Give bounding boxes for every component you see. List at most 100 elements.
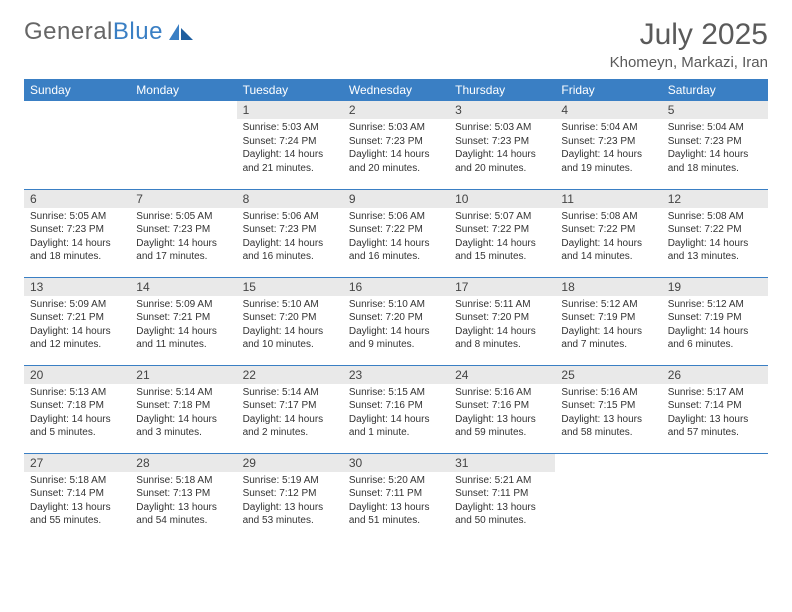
sunset-text: Sunset: 7:23 PM: [561, 135, 655, 149]
calendar-cell: 26Sunrise: 5:17 AMSunset: 7:14 PMDayligh…: [662, 365, 768, 453]
day-number: 16: [343, 278, 449, 296]
cell-body: Sunrise: 5:08 AMSunset: 7:22 PMDaylight:…: [662, 208, 768, 268]
day-header: Sunday: [24, 79, 130, 101]
calendar-cell: 27Sunrise: 5:18 AMSunset: 7:14 PMDayligh…: [24, 453, 130, 541]
title-block: July 2025 Khomeyn, Markazi, Iran: [610, 18, 768, 71]
calendar-cell: 19Sunrise: 5:12 AMSunset: 7:19 PMDayligh…: [662, 277, 768, 365]
day-number: 17: [449, 278, 555, 296]
page: GeneralBlue July 2025 Khomeyn, Markazi, …: [0, 0, 792, 541]
cell-body: Sunrise: 5:06 AMSunset: 7:22 PMDaylight:…: [343, 208, 449, 268]
sunset-text: Sunset: 7:18 PM: [136, 399, 230, 413]
sunrise-text: Sunrise: 5:18 AM: [136, 474, 230, 488]
sunset-text: Sunset: 7:23 PM: [455, 135, 549, 149]
cell-body: Sunrise: 5:05 AMSunset: 7:23 PMDaylight:…: [130, 208, 236, 268]
day-number: 18: [555, 278, 661, 296]
cell-body: Sunrise: 5:12 AMSunset: 7:19 PMDaylight:…: [555, 296, 661, 356]
calendar-cell: 7Sunrise: 5:05 AMSunset: 7:23 PMDaylight…: [130, 189, 236, 277]
day-number: 15: [237, 278, 343, 296]
day-number: 6: [24, 190, 130, 208]
logo-text-general: General: [24, 18, 113, 46]
sunrise-text: Sunrise: 5:06 AM: [349, 210, 443, 224]
sunset-text: Sunset: 7:23 PM: [349, 135, 443, 149]
day-number: 9: [343, 190, 449, 208]
sunset-text: Sunset: 7:20 PM: [243, 311, 337, 325]
daylight-text: Daylight: 14 hours and 15 minutes.: [455, 237, 549, 264]
daylight-text: Daylight: 14 hours and 16 minutes.: [243, 237, 337, 264]
sunset-text: Sunset: 7:24 PM: [243, 135, 337, 149]
calendar-cell: 16Sunrise: 5:10 AMSunset: 7:20 PMDayligh…: [343, 277, 449, 365]
cell-body: Sunrise: 5:03 AMSunset: 7:24 PMDaylight:…: [237, 119, 343, 179]
calendar-row: 1Sunrise: 5:03 AMSunset: 7:24 PMDaylight…: [24, 101, 768, 189]
calendar-cell: 4Sunrise: 5:04 AMSunset: 7:23 PMDaylight…: [555, 101, 661, 189]
cell-body: Sunrise: 5:03 AMSunset: 7:23 PMDaylight:…: [449, 119, 555, 179]
daylight-text: Daylight: 14 hours and 11 minutes.: [136, 325, 230, 352]
daylight-text: Daylight: 14 hours and 17 minutes.: [136, 237, 230, 264]
daylight-text: Daylight: 14 hours and 5 minutes.: [30, 413, 124, 440]
calendar-cell: [662, 453, 768, 541]
sunset-text: Sunset: 7:19 PM: [668, 311, 762, 325]
calendar-cell: 11Sunrise: 5:08 AMSunset: 7:22 PMDayligh…: [555, 189, 661, 277]
sunrise-text: Sunrise: 5:21 AM: [455, 474, 549, 488]
calendar-body: 1Sunrise: 5:03 AMSunset: 7:24 PMDaylight…: [24, 101, 768, 541]
day-number: 29: [237, 454, 343, 472]
sunrise-text: Sunrise: 5:16 AM: [455, 386, 549, 400]
cell-body: Sunrise: 5:08 AMSunset: 7:22 PMDaylight:…: [555, 208, 661, 268]
sunset-text: Sunset: 7:22 PM: [349, 223, 443, 237]
cell-body: Sunrise: 5:13 AMSunset: 7:18 PMDaylight:…: [24, 384, 130, 444]
daylight-text: Daylight: 14 hours and 19 minutes.: [561, 148, 655, 175]
cell-body: Sunrise: 5:09 AMSunset: 7:21 PMDaylight:…: [24, 296, 130, 356]
sunset-text: Sunset: 7:13 PM: [136, 487, 230, 501]
day-number: 21: [130, 366, 236, 384]
cell-body: Sunrise: 5:10 AMSunset: 7:20 PMDaylight:…: [237, 296, 343, 356]
sunset-text: Sunset: 7:21 PM: [136, 311, 230, 325]
sunset-text: Sunset: 7:14 PM: [668, 399, 762, 413]
calendar-cell: [130, 101, 236, 189]
calendar-cell: 20Sunrise: 5:13 AMSunset: 7:18 PMDayligh…: [24, 365, 130, 453]
calendar-cell: 28Sunrise: 5:18 AMSunset: 7:13 PMDayligh…: [130, 453, 236, 541]
daylight-text: Daylight: 13 hours and 50 minutes.: [455, 501, 549, 528]
day-number: 22: [237, 366, 343, 384]
sunset-text: Sunset: 7:23 PM: [243, 223, 337, 237]
cell-body: Sunrise: 5:06 AMSunset: 7:23 PMDaylight:…: [237, 208, 343, 268]
day-number: 11: [555, 190, 661, 208]
calendar-cell: 29Sunrise: 5:19 AMSunset: 7:12 PMDayligh…: [237, 453, 343, 541]
calendar-cell: 22Sunrise: 5:14 AMSunset: 7:17 PMDayligh…: [237, 365, 343, 453]
cell-body: Sunrise: 5:04 AMSunset: 7:23 PMDaylight:…: [555, 119, 661, 179]
sunset-text: Sunset: 7:14 PM: [30, 487, 124, 501]
day-number: 20: [24, 366, 130, 384]
cell-body: Sunrise: 5:12 AMSunset: 7:19 PMDaylight:…: [662, 296, 768, 356]
logo-text-blue: Blue: [113, 18, 163, 46]
daylight-text: Daylight: 14 hours and 18 minutes.: [30, 237, 124, 264]
logo-sail-icon: [167, 22, 195, 42]
sunrise-text: Sunrise: 5:07 AM: [455, 210, 549, 224]
day-header: Saturday: [662, 79, 768, 101]
day-number: 25: [555, 366, 661, 384]
cell-body: Sunrise: 5:05 AMSunset: 7:23 PMDaylight:…: [24, 208, 130, 268]
calendar-cell: 10Sunrise: 5:07 AMSunset: 7:22 PMDayligh…: [449, 189, 555, 277]
sunset-text: Sunset: 7:22 PM: [668, 223, 762, 237]
calendar-cell: 23Sunrise: 5:15 AMSunset: 7:16 PMDayligh…: [343, 365, 449, 453]
sunset-text: Sunset: 7:19 PM: [561, 311, 655, 325]
calendar-cell: 1Sunrise: 5:03 AMSunset: 7:24 PMDaylight…: [237, 101, 343, 189]
cell-body: Sunrise: 5:14 AMSunset: 7:18 PMDaylight:…: [130, 384, 236, 444]
daylight-text: Daylight: 13 hours and 58 minutes.: [561, 413, 655, 440]
day-number: 5: [662, 101, 768, 119]
day-number: 24: [449, 366, 555, 384]
calendar-cell: [24, 101, 130, 189]
cell-body: Sunrise: 5:07 AMSunset: 7:22 PMDaylight:…: [449, 208, 555, 268]
daylight-text: Daylight: 13 hours and 54 minutes.: [136, 501, 230, 528]
sunrise-text: Sunrise: 5:10 AM: [349, 298, 443, 312]
cell-body: Sunrise: 5:18 AMSunset: 7:14 PMDaylight:…: [24, 472, 130, 532]
day-number: 3: [449, 101, 555, 119]
daylight-text: Daylight: 14 hours and 21 minutes.: [243, 148, 337, 175]
sunrise-text: Sunrise: 5:16 AM: [561, 386, 655, 400]
daylight-text: Daylight: 14 hours and 2 minutes.: [243, 413, 337, 440]
daylight-text: Daylight: 14 hours and 8 minutes.: [455, 325, 549, 352]
calendar-cell: 12Sunrise: 5:08 AMSunset: 7:22 PMDayligh…: [662, 189, 768, 277]
daylight-text: Daylight: 14 hours and 6 minutes.: [668, 325, 762, 352]
daylight-text: Daylight: 14 hours and 12 minutes.: [30, 325, 124, 352]
daylight-text: Daylight: 14 hours and 9 minutes.: [349, 325, 443, 352]
sunrise-text: Sunrise: 5:03 AM: [455, 121, 549, 135]
calendar-table: SundayMondayTuesdayWednesdayThursdayFrid…: [24, 79, 768, 541]
location-label: Khomeyn, Markazi, Iran: [610, 54, 768, 71]
